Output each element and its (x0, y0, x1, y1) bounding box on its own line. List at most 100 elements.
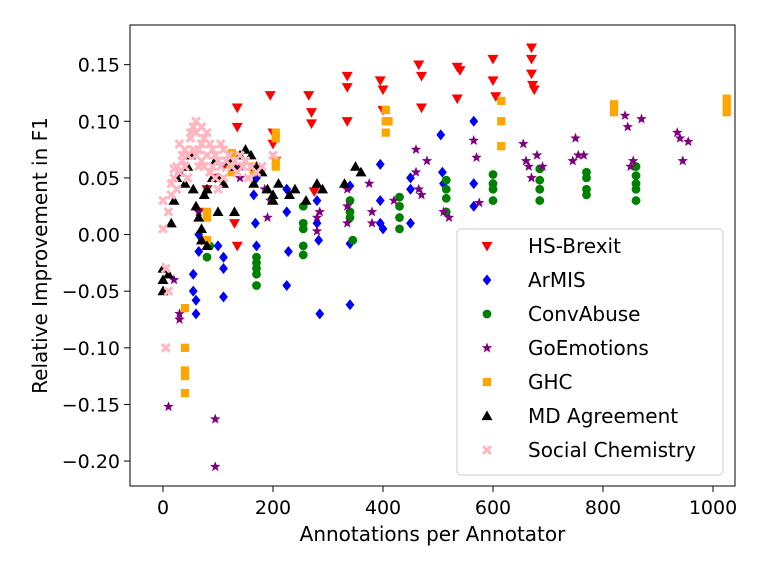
point-armis-17 (282, 280, 292, 292)
point-goemotions-36 (531, 149, 543, 160)
point-ghc-7 (202, 236, 212, 245)
point-goemotions-47 (672, 127, 683, 138)
point-convabuse-6 (252, 281, 261, 290)
point-hs-brexit-29 (487, 54, 499, 65)
y-tick-label-7: 0.15 (78, 55, 120, 77)
point-goemotions-16 (342, 200, 353, 211)
point-md-agreement-15 (198, 189, 210, 200)
point-goemotions-2 (174, 308, 185, 319)
point-md-agreement-28 (262, 183, 273, 194)
point-social-chemistry-5 (163, 286, 174, 297)
point-goemotions-7 (234, 172, 246, 183)
legend: HS-Brexit ArMIS ConvAbuse GoEmotions GHC MD A… (456, 228, 724, 476)
x-tick-label-0: 0 (157, 497, 169, 519)
legend-marker-goemotions (481, 342, 493, 353)
point-goemotions-26 (421, 155, 433, 166)
point-convabuse-35 (582, 190, 591, 200)
point-goemotions-4 (193, 206, 204, 217)
point-goemotions-22 (410, 144, 422, 155)
y-tick-label-1: −0.15 (62, 394, 120, 416)
point-armis-26 (375, 158, 385, 170)
point-ghc-24 (609, 100, 619, 109)
point-convabuse-19 (395, 224, 404, 234)
x-axis-label: Annotations per Annotator (300, 522, 566, 546)
point-goemotions-5 (210, 413, 221, 424)
point-hs-brexit-27 (454, 66, 466, 76)
point-armis-32 (406, 217, 415, 229)
point-armis-36 (469, 115, 479, 127)
point-hs-brexit-14 (306, 108, 317, 118)
point-armis-16 (284, 246, 293, 258)
point-goemotions-13 (311, 225, 323, 236)
point-goemotions-8 (234, 161, 246, 172)
point-goemotions-27 (438, 206, 449, 217)
point-ghc-20 (384, 117, 393, 126)
point-armis-29 (378, 223, 388, 235)
point-ghc-15 (271, 156, 280, 166)
legend-label-ghc: GHC (528, 370, 573, 394)
point-armis-20 (314, 234, 324, 246)
point-hs-brexit-13 (303, 91, 315, 101)
point-ghc-27 (722, 100, 731, 109)
point-ghc-14 (271, 128, 280, 137)
point-armis-1 (188, 285, 198, 297)
point-ghc-16 (271, 162, 280, 171)
point-social-chemistry-42 (215, 139, 226, 149)
x-tick-label-2: 400 (365, 497, 401, 519)
point-armis-14 (282, 183, 292, 195)
point-armis-3 (191, 308, 201, 320)
point-armis-31 (406, 183, 415, 195)
point-ghc-6 (202, 207, 212, 217)
point-md-agreement-43 (311, 178, 323, 188)
point-ghc-23 (497, 142, 506, 151)
point-goemotions-14 (314, 206, 325, 217)
point-armis-7 (219, 251, 228, 263)
point-armis-10 (249, 189, 259, 201)
point-armis-19 (312, 217, 322, 229)
point-goemotions-35 (526, 172, 537, 183)
point-ghc-2 (180, 366, 190, 375)
point-convabuse-20 (441, 175, 451, 185)
point-social-chemistry-58 (268, 150, 278, 161)
point-ghc-1 (180, 343, 190, 352)
legend-label-convabuse: ConvAbuse (528, 302, 641, 326)
point-goemotions-28 (443, 212, 455, 222)
point-md-agreement-8 (179, 178, 191, 188)
point-ghc-4 (180, 388, 190, 398)
point-md-agreement-39 (229, 206, 240, 217)
point-goemotions-34 (523, 161, 534, 172)
point-ghc-0 (180, 304, 190, 313)
point-social-chemistry-40 (213, 156, 223, 166)
point-convabuse-39 (631, 184, 641, 194)
point-social-chemistry-26 (193, 144, 204, 155)
point-goemotions-40 (578, 149, 589, 160)
legend-marker-ghc (482, 377, 492, 387)
x-tick-label-1: 200 (255, 497, 291, 519)
point-md-agreement-16 (201, 183, 213, 194)
plot-frame (129, 24, 736, 487)
point-md-agreement-44 (355, 166, 367, 177)
point-armis-28 (375, 217, 385, 229)
point-goemotions-25 (416, 189, 427, 200)
point-social-chemistry-19 (182, 173, 193, 183)
point-social-chemistry-54 (243, 173, 254, 183)
point-social-chemistry-57 (257, 161, 267, 172)
axis-ticks: 0 200 400 600 800 1000 −0.20 −0.15 −0.10 −0.05 0.0… (62, 55, 737, 519)
point-goemotions-30 (471, 152, 482, 162)
point-ghc-17 (381, 105, 390, 115)
point-armis-38 (469, 200, 479, 212)
points-layer (157, 43, 731, 472)
point-convabuse-0 (202, 252, 212, 262)
point-hs-brexit-34 (526, 69, 537, 80)
point-goemotions-23 (410, 166, 422, 177)
point-hs-brexit-23 (413, 60, 425, 71)
point-hs-brexit-30 (487, 76, 499, 87)
point-social-chemistry-17 (180, 161, 190, 172)
point-hs-brexit-24 (416, 71, 427, 82)
legend-marker-md-agreement (481, 410, 493, 421)
point-goemotions-38 (570, 132, 581, 143)
point-goemotions-19 (366, 206, 378, 217)
point-goemotions-44 (625, 161, 636, 172)
x-tick-label-4: 800 (585, 497, 621, 519)
point-goemotions-12 (311, 212, 323, 222)
